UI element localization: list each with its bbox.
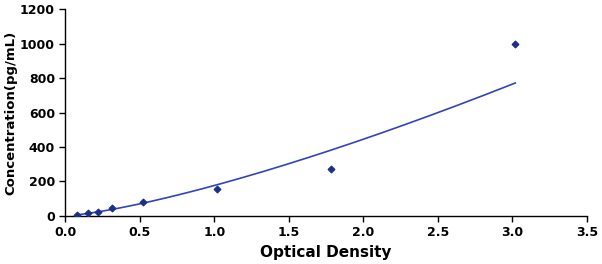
X-axis label: Optical Density: Optical Density xyxy=(260,245,392,260)
Y-axis label: Concentration(pg/mL): Concentration(pg/mL) xyxy=(4,30,17,195)
